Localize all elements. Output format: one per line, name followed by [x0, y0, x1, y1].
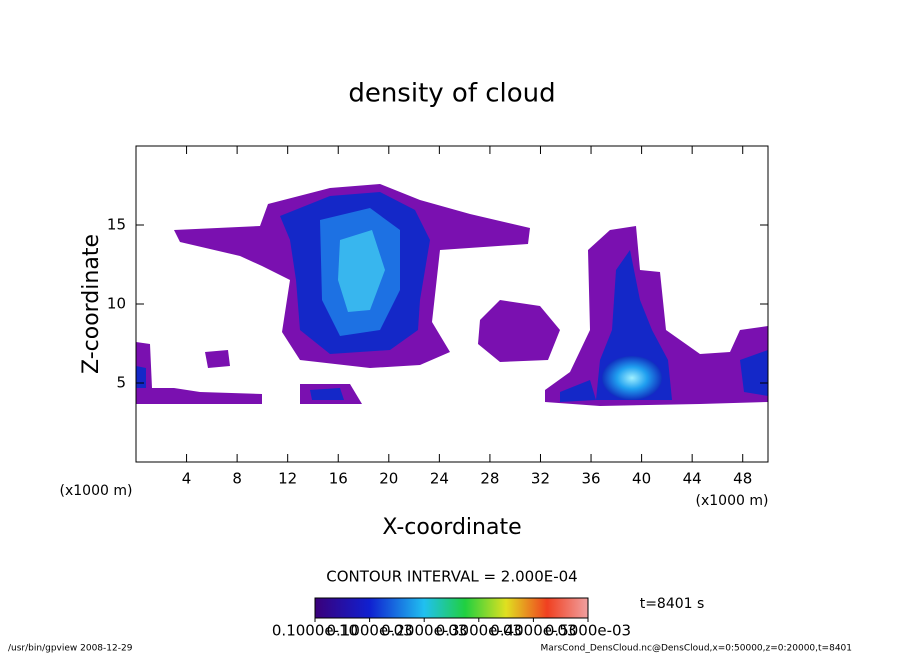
x-tick-label: 20 [379, 470, 398, 488]
x-tick-label: 4 [182, 470, 192, 488]
x-units: (x1000 m) [696, 493, 769, 509]
x-tick-label: 12 [278, 470, 297, 488]
y-tick-label: 5 [116, 374, 126, 392]
colorbar-tick-label: 0.1000e-10 [272, 622, 358, 640]
x-tick-label: 8 [232, 470, 242, 488]
y-axis-label: Z-coordinate [79, 234, 104, 374]
time-label: t=8401 s [640, 596, 705, 612]
x-axis-label: X-coordinate [382, 515, 521, 540]
y-tick-label: 10 [107, 295, 126, 313]
plot-frame [135, 145, 769, 463]
x-tick-label: 24 [430, 470, 449, 488]
contour-interval: CONTOUR INTERVAL = 2.000E-04 [326, 568, 577, 586]
x-tick-label: 44 [683, 470, 702, 488]
footer-right: MarsCond_DensCloud.nc@DensCloud,x=0:5000… [541, 644, 853, 654]
x-tick-label: 32 [531, 470, 550, 488]
colorbar [314, 597, 589, 619]
colorbar-tick-label: 0.4000e-03 [490, 622, 576, 640]
x-tick-label: 40 [632, 470, 651, 488]
chart-title: density of cloud [348, 79, 555, 109]
footer-left: /usr/bin/gpview 2008-12-29 [8, 644, 133, 654]
colorbar-tick-label: 0.3000e-03 [436, 622, 522, 640]
colorbar-tick-label: 0.5000e-03 [545, 622, 631, 640]
colorbar-tick-label: 0.2000e-03 [381, 622, 467, 640]
y-tick-label: 15 [107, 216, 126, 234]
x-tick-label: 28 [480, 470, 499, 488]
x-tick-label: 48 [733, 470, 752, 488]
y-units: (x1000 m) [60, 483, 133, 499]
x-tick-label: 36 [581, 470, 600, 488]
x-tick-label: 16 [329, 470, 348, 488]
cloud-field [136, 184, 768, 406]
colorbar-tick-label: 0.1000e-03 [326, 622, 412, 640]
